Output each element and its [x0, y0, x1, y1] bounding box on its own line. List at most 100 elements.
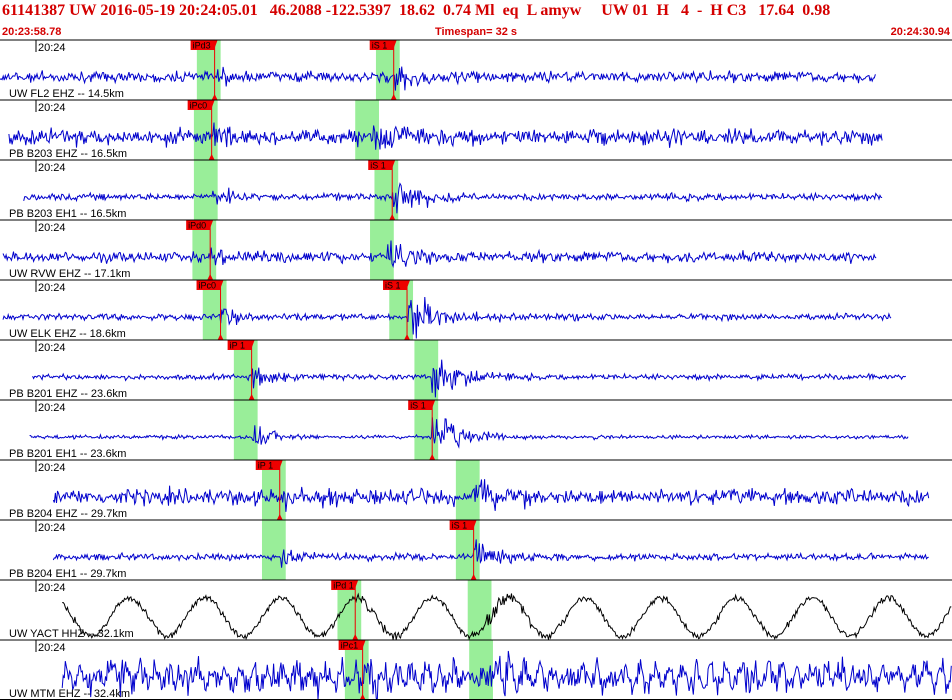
p-pick-label-10: iPc1	[341, 641, 359, 651]
panel-frames	[0, 39, 952, 700]
p-pick-flag-0	[190, 40, 215, 50]
p-pick-marker-bottom-7	[276, 514, 283, 520]
trace-time-label-7: 20:24	[38, 462, 66, 474]
p-pick-marker-bottom-3	[207, 274, 214, 280]
waveform-8	[52, 539, 929, 568]
p-window-8	[261, 520, 286, 580]
s-pick-flag-8	[449, 520, 474, 530]
trace-station-label-8: PB B204 EH1 -- 29.7km	[9, 568, 126, 580]
s-pick-flag-0	[369, 40, 394, 50]
event-title: 61141387 UW 2016-05-19 20:24:05.01 46.20…	[2, 2, 831, 19]
p-pick-label-1: iPc0	[190, 101, 208, 111]
timespan-label: Timespan= 32 s	[434, 26, 518, 38]
p-pick-marker-9	[352, 580, 359, 588]
s-window-7	[455, 460, 480, 520]
s-pick-marker-2	[389, 160, 396, 168]
p-pick-label-3: iPd0	[188, 221, 206, 231]
s-pick-flag-2	[368, 160, 393, 170]
s-pick-flag-4	[383, 280, 408, 290]
p-pick-marker-bottom-9	[352, 634, 359, 640]
p-pick-marker-10	[359, 640, 366, 648]
trace-time-label-6: 20:24	[38, 402, 66, 414]
p-pick-flag-10	[338, 640, 363, 650]
trace-time-label-3: 20:24	[38, 222, 66, 234]
p-pick-flag-9	[331, 580, 356, 590]
s-pick-marker-bottom-0	[390, 94, 397, 100]
s-pick-label-8: iS 1	[452, 521, 468, 531]
trace-station-label-6: PB B201 EH1 -- 23.6km	[9, 448, 126, 460]
s-pick-marker-4	[404, 280, 411, 288]
s-pick-label-4: iS 1	[385, 281, 401, 291]
trace-station-label-10: UW MTM EHZ -- 32.4km	[9, 688, 130, 700]
waveform-9	[62, 592, 952, 641]
p-pick-marker-0	[211, 40, 218, 48]
waveform-7	[52, 479, 930, 512]
p-pick-marker-bottom-4	[217, 334, 224, 340]
p-pick-marker-5	[248, 340, 255, 348]
s-pick-marker-6	[429, 400, 436, 408]
p-pick-flag-1	[187, 100, 212, 110]
trace-station-label-3: UW RVW EHZ -- 17.1km	[9, 268, 130, 280]
trace-time-label-1: 20:24	[38, 102, 66, 114]
p-pick-flag-7	[255, 460, 280, 470]
trace-station-label-4: UW ELK EHZ -- 18.6km	[9, 328, 126, 340]
waveform-2	[23, 182, 883, 214]
trace-station-label-7: PB B204 EHZ -- 29.7km	[9, 508, 127, 520]
waveform-3	[2, 240, 877, 269]
s-window-3	[370, 220, 394, 280]
start-time: 20:23:58.78	[2, 26, 62, 38]
p-pick-marker-bottom-5	[248, 394, 255, 400]
trace-time-label-0: 20:24	[38, 42, 66, 54]
waveform-6	[29, 417, 909, 449]
trace-time-label-8: 20:24	[38, 522, 66, 534]
s-pick-marker-bottom-2	[389, 214, 396, 220]
p-pick-label-0: iPd3	[193, 41, 211, 51]
trace-station-label-2: PB B203 EH1 -- 16.5km	[9, 208, 126, 220]
trace-time-label-5: 20:24	[38, 342, 66, 354]
waveform-0	[0, 66, 876, 91]
p-pick-flag-5	[227, 340, 252, 350]
s-window-5	[414, 340, 439, 400]
p-window-6	[233, 400, 258, 460]
s-window-9	[467, 580, 492, 640]
waveform-5	[32, 359, 907, 398]
waveform-4	[2, 296, 892, 339]
s-pick-flag-6	[408, 400, 433, 410]
trace-station-label-9: UW YACT HHZ -- 32.1km	[9, 628, 134, 640]
p-pick-marker-bottom-0	[211, 94, 218, 100]
trace-station-label-1: PB B203 EHZ -- 16.5km	[9, 148, 127, 160]
s-pick-marker-bottom-8	[470, 574, 477, 580]
p-pick-marker-1	[208, 100, 215, 108]
p-pick-label-4: iPc0	[199, 281, 217, 291]
s-pick-label-2: iS 1	[370, 161, 386, 171]
end-time: 20:24:30.94	[890, 26, 950, 38]
p-pick-marker-4	[217, 280, 224, 288]
p-pick-label-9: iPd 1	[333, 581, 354, 591]
picks: iPd3 iS 1 iPc0 iS 1 iPd0 iPc0 iS 1 iP 1 iS 1 iP 1…	[186, 40, 477, 700]
traces	[0, 66, 952, 700]
p-window-2	[193, 160, 218, 220]
waveform-1	[8, 122, 883, 150]
s-pick-marker-0	[390, 40, 397, 48]
trace-station-label-0: UW FL2 EHZ -- 14.5km	[9, 88, 124, 100]
trace-time-label-4: 20:24	[38, 282, 66, 294]
s-pick-marker-bottom-6	[429, 454, 436, 460]
trace-time-label-2: 20:24	[38, 162, 66, 174]
s-pick-marker-8	[470, 520, 477, 528]
p-pick-marker-bottom-10	[359, 694, 366, 700]
p-pick-flag-4	[196, 280, 221, 290]
waveform-10	[61, 650, 952, 700]
s-window-1	[355, 100, 379, 160]
trace-time-label-9: 20:24	[38, 582, 66, 594]
trace-station-label-5: PB B201 EHZ -- 23.6km	[9, 388, 127, 400]
p-pick-marker-7	[276, 460, 283, 468]
p-pick-label-7: iP 1	[258, 461, 273, 471]
s-pick-label-0: iS 1	[372, 41, 388, 51]
s-pick-label-6: iS 1	[410, 401, 426, 411]
s-pick-marker-bottom-4	[404, 334, 411, 340]
p-pick-label-5: iP 1	[230, 341, 245, 351]
p-pick-flag-3	[186, 220, 211, 230]
header: 61141387 UW 2016-05-19 20:24:05.01 46.20…	[0, 0, 952, 40]
trace-labels: 20:24 UW FL2 EHZ -- 14.5km 20:24 PB B203 EH…	[9, 42, 134, 700]
